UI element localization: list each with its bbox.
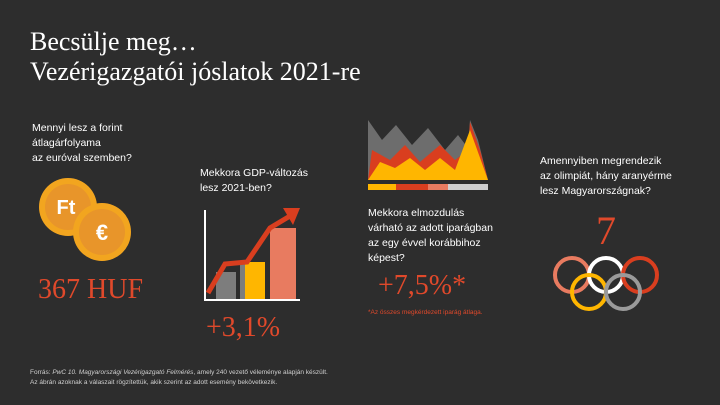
answer: +7,5%* xyxy=(378,270,466,301)
title: Vezérigazgatói jóslatok 2021-re xyxy=(30,57,361,86)
icon-label: Ft xyxy=(57,197,76,219)
question: az olimpiát, hány aranyérme xyxy=(540,170,672,182)
answer: 367 HUF xyxy=(38,274,143,305)
question: átlagárfolyama xyxy=(32,137,101,149)
rings-icon xyxy=(553,256,659,311)
answer: 7 xyxy=(596,208,616,253)
question: Mekkora GDP-változás xyxy=(200,167,308,179)
question: lesz Magyarországnak? xyxy=(540,185,651,197)
question: az euróval szemben? xyxy=(32,152,132,164)
icon-label: € xyxy=(96,220,108,245)
footer-text: Forrás: xyxy=(30,369,52,376)
question: Amennyiben megrendezik xyxy=(540,155,662,167)
answer: +3,1% xyxy=(206,312,280,343)
footer-text: PwC 10. Magyarországi Vezérigazgató Felm… xyxy=(52,369,194,376)
footer: Az ábrán azoknak a válaszait rögzítettük… xyxy=(30,379,277,386)
note: *Az összes megkérdezett iparág átlaga. xyxy=(368,309,483,316)
question: képest? xyxy=(368,252,405,264)
growth-icon xyxy=(204,208,300,301)
question: Mekkora elmozdulás xyxy=(368,207,464,219)
coin-icon xyxy=(39,178,131,261)
question: Mennyi lesz a forint xyxy=(32,122,123,134)
footer: Forrás: PwC 10. Magyarországi Vezérigazg… xyxy=(30,369,328,376)
mountain-icon xyxy=(368,120,488,190)
footer-text: , amely 240 vezető véleménye alapján kés… xyxy=(193,369,328,376)
question: várható az adott iparágban xyxy=(368,222,493,234)
title: Becsülje meg… xyxy=(30,27,197,56)
question: lesz 2021-ben? xyxy=(200,182,272,194)
question: az egy évvel korábbihoz xyxy=(368,237,481,249)
